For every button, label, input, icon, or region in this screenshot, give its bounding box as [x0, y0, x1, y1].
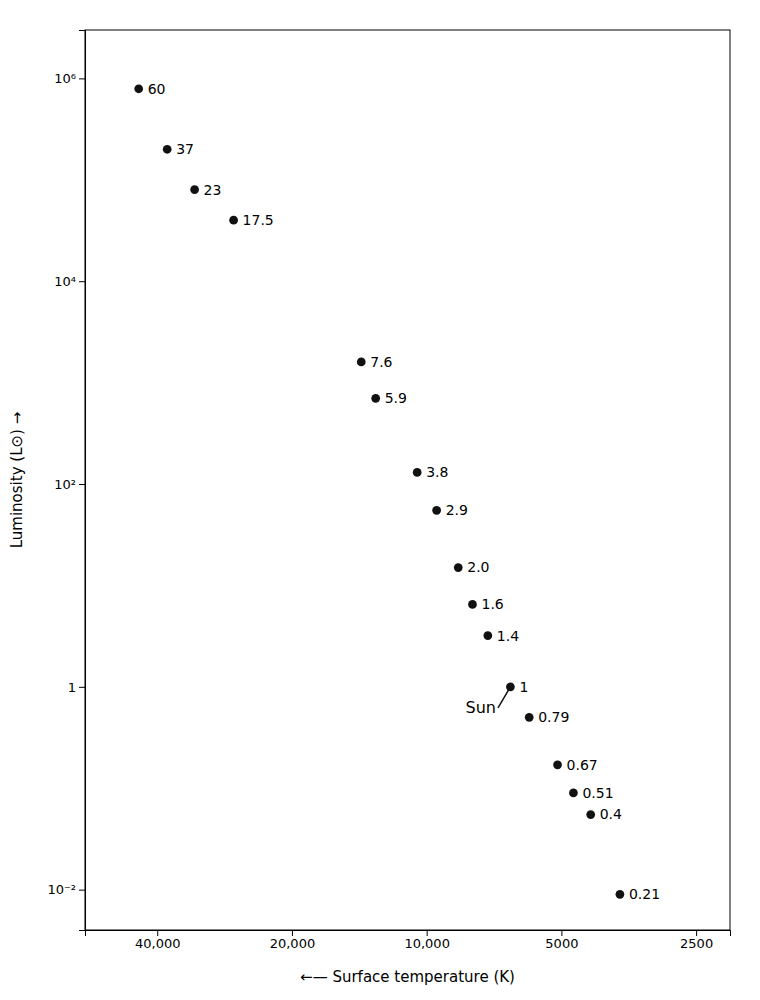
point-label: 1.6	[481, 596, 503, 612]
star-point	[163, 145, 172, 154]
star-point	[569, 789, 578, 798]
y-tick-mark	[79, 78, 85, 79]
x-tick-label: 5000	[545, 936, 578, 951]
x-tick-label: 10,000	[404, 936, 450, 951]
star-point	[616, 890, 625, 899]
point-label: 0.21	[629, 886, 660, 902]
x-tick: 10,000	[404, 930, 450, 951]
y-tick-mark	[79, 281, 85, 282]
y-tick-label: 10⁶	[54, 71, 76, 86]
point-label: 1	[519, 679, 528, 695]
point-label: 2.9	[446, 502, 468, 518]
chart: 40,000 20,000 10,000 5000 2500 10⁻² 1 10² 10⁴ 10⁶…	[0, 0, 760, 1000]
annotation-arrow	[498, 687, 510, 708]
point-label: 3.8	[426, 464, 448, 480]
y-axis: 10⁻² 1 10² 10⁴ 10⁶	[47, 31, 85, 931]
x-axis-line	[86, 931, 731, 937]
point-label: 2.0	[467, 559, 489, 575]
y-tick-label: 10⁴	[54, 274, 76, 289]
star-point	[553, 760, 562, 769]
points	[134, 84, 624, 898]
x-axis: 40,000 20,000 10,000 5000 2500	[86, 930, 731, 951]
x-axis-title: ←— Surface temperature (K)	[300, 968, 515, 986]
x-tick: 2500	[680, 930, 713, 951]
plot-frame	[85, 30, 730, 930]
y-tick-label: 10²	[54, 477, 76, 492]
star-point	[413, 468, 422, 477]
point-label: 17.5	[243, 212, 274, 228]
point-label: 23	[204, 182, 222, 198]
point-label: 1.4	[497, 628, 519, 644]
star-point	[483, 631, 492, 640]
star-point	[134, 84, 143, 93]
x-tick-label: 40,000	[135, 936, 181, 951]
annotations: 60 37 23 17.5 7.6 5.9 3.8 2.9 2.0 1.6 1.4 1 0.79 0.67…	[148, 81, 660, 903]
x-tick-mark	[427, 930, 428, 936]
y-tick: 10⁴	[54, 274, 85, 289]
annotation: Sun	[466, 698, 496, 717]
star-point	[432, 506, 441, 515]
y-tick: 10²	[54, 477, 85, 492]
point-label: 0.4	[600, 806, 622, 822]
star-point	[357, 358, 366, 367]
point-label: 60	[148, 81, 166, 97]
y-tick: 10⁶	[54, 71, 85, 86]
x-tick-mark	[561, 930, 562, 936]
x-tick-mark	[157, 930, 158, 936]
x-tick: 40,000	[135, 930, 181, 951]
point-label: 0.79	[538, 709, 569, 725]
star-point	[190, 185, 199, 194]
x-tick-mark	[292, 930, 293, 936]
y-tick: 1	[68, 679, 85, 694]
x-tick: 20,000	[270, 930, 316, 951]
star-point	[229, 216, 238, 225]
plot: 40,000 20,000 10,000 5000 2500 10⁻² 1 10² 10⁴ 10⁶…	[47, 30, 730, 951]
y-tick-mark	[79, 484, 85, 485]
star-point	[371, 394, 380, 403]
x-tick-mark	[696, 930, 697, 936]
y-axis-line	[79, 31, 86, 931]
star-point	[468, 600, 477, 609]
x-tick-label: 20,000	[270, 936, 316, 951]
point-label: 0.51	[582, 785, 613, 801]
x-tick: 5000	[545, 930, 578, 951]
star-point	[454, 563, 463, 572]
point-label: 37	[176, 141, 194, 157]
y-axis-title: Luminosity (L⊙) →	[8, 412, 26, 549]
y-tick-mark	[79, 687, 85, 688]
star-point	[586, 810, 595, 819]
y-tick-label: 10⁻²	[47, 882, 76, 897]
point-label: 7.6	[370, 354, 392, 370]
point-label: 5.9	[385, 390, 407, 406]
y-tick: 10⁻²	[47, 882, 85, 897]
y-tick-label: 1	[68, 679, 76, 694]
x-tick-label: 2500	[680, 936, 713, 951]
point-label: 0.67	[567, 757, 598, 773]
y-tick-mark	[79, 890, 85, 891]
star-point	[525, 713, 534, 722]
